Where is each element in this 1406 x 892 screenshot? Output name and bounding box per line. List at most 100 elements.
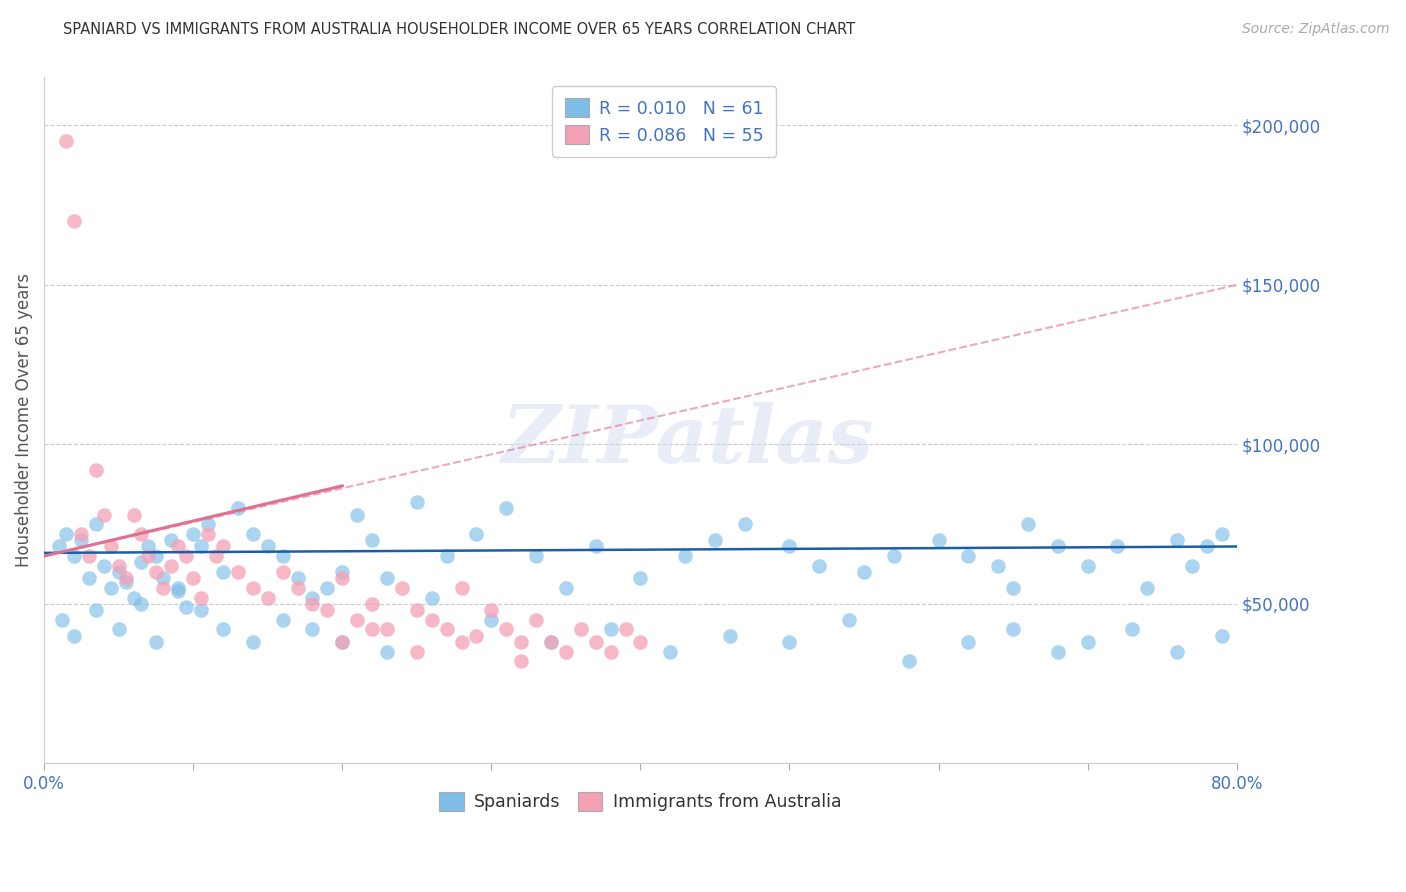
Point [212, 623, 235, 637]
Point [55, 134, 77, 148]
Point [450, 635, 472, 649]
Point [585, 635, 607, 649]
Point [138, 549, 160, 563]
Point [1046, 540, 1069, 554]
Point [1002, 581, 1025, 595]
Point [129, 526, 152, 541]
Point [420, 613, 443, 627]
Point [510, 635, 533, 649]
Point [51, 613, 73, 627]
Point [659, 645, 682, 659]
Point [987, 558, 1010, 573]
Point [145, 635, 167, 649]
Point [107, 623, 129, 637]
Point [145, 565, 167, 579]
Point [63, 549, 86, 563]
Point [84, 603, 107, 617]
Point [524, 549, 547, 563]
Point [70, 526, 93, 541]
Point [361, 597, 384, 611]
Point [152, 581, 174, 595]
Point [1077, 635, 1099, 649]
Point [316, 581, 339, 595]
Point [808, 558, 831, 573]
Point [510, 654, 533, 668]
Point [115, 574, 138, 589]
Point [599, 623, 621, 637]
Point [614, 623, 637, 637]
Point [167, 540, 190, 554]
Point [479, 613, 502, 627]
Point [287, 581, 309, 595]
Point [569, 623, 592, 637]
Point [330, 635, 353, 649]
Point [242, 635, 264, 649]
Point [718, 629, 741, 643]
Point [159, 533, 181, 548]
Point [1077, 558, 1099, 573]
Point [703, 533, 725, 548]
Point [70, 533, 93, 548]
Point [779, 635, 801, 649]
Point [361, 623, 384, 637]
Point [1002, 623, 1025, 637]
Point [84, 517, 107, 532]
Point [242, 581, 264, 595]
Point [465, 629, 488, 643]
Point [495, 623, 517, 637]
Point [1166, 533, 1188, 548]
Point [1211, 629, 1233, 643]
Point [242, 526, 264, 541]
Point [107, 565, 129, 579]
Point [436, 623, 458, 637]
Point [628, 571, 651, 585]
Point [226, 565, 249, 579]
Point [1046, 645, 1069, 659]
Point [271, 565, 294, 579]
Point [450, 581, 472, 595]
Text: ZIPatlas: ZIPatlas [502, 402, 875, 480]
Point [190, 540, 212, 554]
Point [181, 571, 204, 585]
Point [100, 581, 122, 595]
Point [330, 571, 353, 585]
Point [346, 508, 368, 522]
Point [853, 565, 876, 579]
Point [1181, 558, 1204, 573]
Point [375, 645, 398, 659]
Point [375, 623, 398, 637]
Point [316, 603, 339, 617]
Point [405, 645, 427, 659]
Point [1107, 540, 1129, 554]
Point [256, 540, 278, 554]
Point [212, 540, 235, 554]
Point [838, 613, 860, 627]
Point [190, 591, 212, 605]
Point [271, 613, 294, 627]
Point [405, 495, 427, 509]
Point [63, 214, 86, 228]
Point [77, 571, 100, 585]
Point [48, 540, 70, 554]
Point [226, 501, 249, 516]
Point [197, 517, 219, 532]
Point [100, 540, 122, 554]
Point [524, 613, 547, 627]
Point [63, 629, 86, 643]
Point [1166, 645, 1188, 659]
Point [301, 597, 323, 611]
Point [93, 558, 115, 573]
Point [420, 591, 443, 605]
Point [107, 558, 129, 573]
Point [436, 549, 458, 563]
Point [554, 581, 576, 595]
Point [628, 635, 651, 649]
Point [301, 591, 323, 605]
Point [301, 623, 323, 637]
Point [287, 571, 309, 585]
Point [673, 549, 696, 563]
Point [122, 591, 145, 605]
Point [167, 584, 190, 599]
Point [479, 603, 502, 617]
Point [174, 549, 197, 563]
